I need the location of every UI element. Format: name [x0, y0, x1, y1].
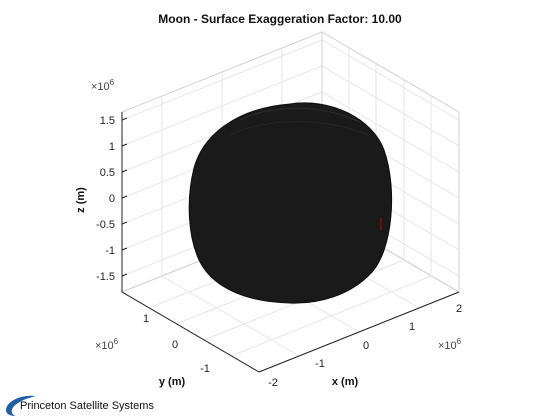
z-tick-label: 0	[109, 193, 115, 205]
logo-text: Princeton Satellite Systems	[20, 400, 154, 412]
chart-title: Moon - Surface Exaggeration Factor: 10.0…	[158, 12, 402, 26]
axis-lines	[121, 112, 460, 373]
company-logo: Princeton Satellite Systems	[2, 392, 162, 418]
z-axis-label: z (m)	[75, 187, 87, 213]
y-tick-labels: 1 0 -1	[143, 313, 210, 375]
z-tick-label: 1.5	[100, 115, 115, 127]
y-axis-label: y (m)	[159, 376, 186, 388]
moon-sphere[interactable]	[188, 102, 393, 304]
x-axis-line	[258, 291, 460, 373]
x-tick-label: -1	[315, 358, 325, 370]
y-tick-label: -1	[200, 363, 210, 375]
z-tick-marks	[121, 117, 128, 277]
y-tick-label: 0	[172, 339, 178, 351]
surface-facet-edge	[229, 121, 371, 137]
x-tick-label: -2	[268, 377, 278, 389]
x-multiplier: ×106	[438, 337, 462, 352]
logo-swoosh-icon	[6, 395, 36, 416]
z-tick-label: 0.5	[100, 167, 115, 179]
moon-surface[interactable]	[188, 102, 393, 304]
z-tick-label: 1	[109, 141, 115, 153]
y-axis-line	[121, 291, 260, 373]
z-tick-label: -1.5	[96, 271, 115, 283]
x-tick-label: 1	[409, 321, 415, 333]
surface-facet-edge	[239, 107, 361, 123]
x-tick-labels: -2 -1 0 1 2	[268, 303, 462, 389]
x-axis-label: x (m)	[332, 376, 359, 388]
z-tick-labels: 1.5 1 0.5 0 -0.5 -1 -1.5	[96, 115, 115, 283]
x-tick-label: 0	[363, 340, 369, 352]
y-multiplier: ×106	[95, 337, 119, 352]
y-tick-label: 1	[143, 313, 149, 325]
z-tick-label: -1	[105, 245, 115, 257]
z-tick-label: -0.5	[96, 219, 115, 231]
x-tick-label: 2	[456, 303, 462, 315]
z-multiplier: ×106	[91, 78, 115, 93]
